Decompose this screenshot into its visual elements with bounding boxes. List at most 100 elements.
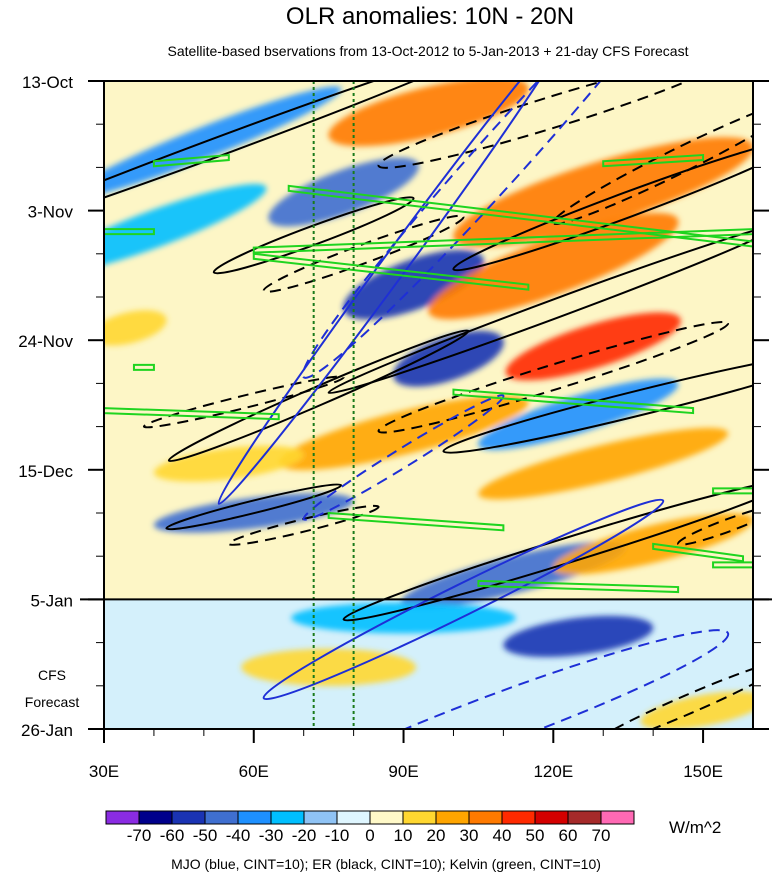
x-tick-label: 120E — [533, 762, 573, 781]
anomaly-patch — [478, 427, 729, 500]
kelvin-contour — [712, 561, 753, 569]
colorbar-swatch — [567, 810, 602, 825]
colorbar-label: 50 — [526, 826, 545, 845]
mjo-contours — [217, 81, 730, 729]
y-tick-label: 3-Nov — [28, 203, 74, 222]
y-tick-label: 26-Jan — [21, 721, 73, 740]
contour-legend: MJO (blue, CINT=10); ER (black, CINT=10)… — [171, 856, 601, 872]
er-contour — [327, 224, 753, 395]
anomaly-patch — [478, 378, 679, 450]
colorbar-units: W/m^2 — [669, 818, 721, 837]
anomaly-patch — [291, 602, 516, 634]
colorbar-label: 30 — [460, 826, 479, 845]
kelvin-contours — [104, 153, 753, 594]
forecast-label-line1: CFS — [38, 667, 66, 683]
anomaly-patch — [104, 310, 167, 346]
mjo-contour — [262, 498, 665, 701]
colorbar-swatch — [270, 810, 305, 825]
colorbar-label: -40 — [226, 826, 251, 845]
anomaly-patch — [640, 691, 753, 729]
colorbar-label: -20 — [292, 826, 317, 845]
kelvin-contour — [477, 579, 680, 594]
colorbar-swatch — [138, 810, 173, 825]
colorbar-swatch — [336, 810, 371, 825]
y-tick-label: 15-Dec — [18, 462, 73, 481]
anomaly-field — [104, 81, 753, 729]
kelvin-contour — [652, 542, 745, 563]
x-tick-label: 150E — [683, 762, 723, 781]
kelvin-contour — [132, 363, 155, 371]
x-tick-label: 90E — [388, 762, 418, 781]
mjo-contour — [277, 629, 730, 729]
er-contour — [227, 504, 380, 546]
er-contour — [377, 81, 730, 169]
er-contour — [442, 350, 753, 454]
colorbar-swatch — [600, 810, 635, 825]
er-contour — [377, 320, 730, 434]
anomaly-patch — [241, 648, 417, 686]
er-contour — [552, 97, 753, 225]
colorbar-label: -30 — [259, 826, 284, 845]
anomaly-patch — [278, 395, 529, 471]
colorbar-swatch — [402, 810, 437, 825]
er-contour — [452, 137, 753, 272]
x-tick-label: 30E — [89, 762, 119, 781]
kelvin-contour — [287, 184, 753, 248]
colorbar-label: 70 — [592, 826, 611, 845]
er-contours — [104, 81, 753, 729]
colorbar-label: 0 — [365, 826, 374, 845]
er-contour — [167, 329, 470, 463]
anomaly-patch — [153, 445, 304, 482]
y-axis: 13-Oct 3-Nov 24-Nov 15-Dec 5-Jan 26-Jan — [18, 73, 769, 740]
y-tick-label: 5-Jan — [30, 591, 73, 610]
kelvin-contour — [152, 153, 230, 168]
er-contour — [677, 504, 753, 546]
colorbar-swatch — [303, 810, 338, 825]
colorbar-swatch — [204, 810, 239, 825]
x-tick-label: 60E — [239, 762, 269, 781]
colorbar-label: 20 — [427, 826, 446, 845]
colorbar-label: -10 — [325, 826, 350, 845]
y-tick-label: 24-Nov — [18, 332, 73, 351]
mjo-contour — [301, 81, 705, 379]
colorbar-swatch — [171, 810, 206, 825]
colorbar-label: -60 — [160, 826, 185, 845]
plot-frame — [103, 80, 754, 730]
er-contour — [165, 483, 343, 531]
kelvin-contour — [327, 511, 505, 532]
chart-title: OLR anomalies: 10N - 20N — [286, 3, 574, 30]
colorbar-label: 10 — [394, 826, 413, 845]
er-contour — [212, 196, 415, 275]
anomaly-patch — [328, 81, 529, 147]
kelvin-contour — [452, 388, 695, 415]
kelvin-contour — [712, 487, 753, 495]
er-contour — [342, 478, 753, 622]
colorbar-swatch — [105, 810, 140, 825]
mjo-contour — [302, 394, 505, 521]
anomaly-patch — [505, 312, 681, 381]
colorbar-label: -70 — [127, 826, 152, 845]
colorbar-swatch — [534, 810, 569, 825]
colorbar-swatch — [501, 810, 536, 825]
colorbar: -70 -60 -50 -40 -30 -20 -10 0 10 20 30 40 50 60 70 — [105, 810, 635, 845]
kelvin-contour — [602, 153, 705, 168]
colorbar-swatch — [237, 810, 272, 825]
kelvin-contour — [252, 252, 530, 291]
er-contour — [104, 81, 480, 237]
mjo-contour — [217, 81, 570, 505]
kelvin-contour — [252, 228, 753, 254]
colorbar-label: -50 — [193, 826, 218, 845]
x-axis: 30E 60E 90E 120E 150E — [89, 729, 723, 781]
anomaly-patch — [393, 330, 504, 387]
kelvin-contour — [104, 407, 280, 421]
forecast-label-line2: Forecast — [25, 694, 80, 710]
chart-subtitle: Satellite-based bservations from 13-Oct-… — [168, 43, 689, 59]
kelvin-contour — [104, 228, 155, 236]
plot-area — [104, 81, 753, 729]
er-contour — [142, 375, 345, 429]
colorbar-label: 60 — [559, 826, 578, 845]
colorbar-swatch — [369, 810, 404, 825]
anomaly-patch — [343, 249, 484, 320]
anomaly-patch — [503, 615, 654, 658]
